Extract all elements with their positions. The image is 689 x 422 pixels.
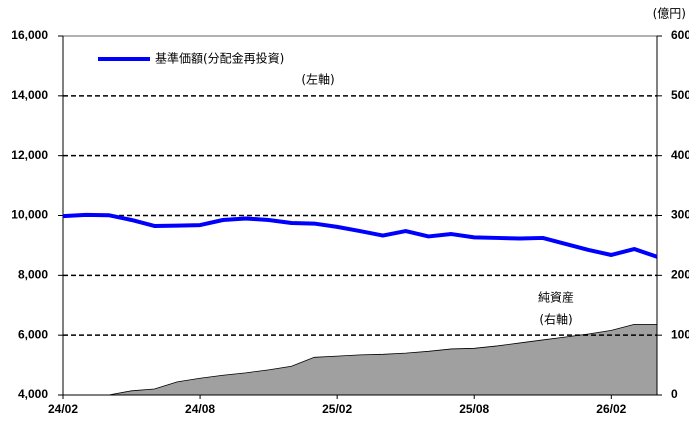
y2-tick-label: 100 [671, 327, 689, 341]
y2-tick-label: 0 [671, 387, 678, 401]
x-tick-label: 25/02 [322, 402, 352, 416]
x-tick-label: 26/02 [596, 402, 626, 416]
area-label: 純資産 [538, 290, 574, 305]
y2-tick-label: 600 [671, 28, 689, 42]
y2-tick-label: 300 [671, 208, 689, 222]
line [62, 212, 658, 259]
x-tick-label: 25/08 [459, 402, 489, 416]
legend-label: 基準価額(分配金再投資) [155, 51, 284, 66]
y-tick-label: 14,000 [11, 88, 48, 102]
area [63, 323, 658, 396]
y-tick-label: 4,000 [18, 387, 48, 401]
x-tick-label: 24/08 [185, 402, 215, 416]
x-tick-label: 24/02 [48, 402, 78, 416]
y-tick-label: 8,000 [18, 268, 48, 282]
y2-tick-label: 200 [671, 268, 689, 282]
y-tick-label: 6,000 [18, 327, 48, 341]
y2-tick-label: 400 [671, 148, 689, 162]
y-tick-label: 16,000 [11, 28, 48, 42]
y2-tick-label: 500 [671, 88, 689, 102]
y-tick-label: 12,000 [11, 148, 48, 162]
y-tick-label: 10,000 [11, 208, 48, 222]
y2-unit: (億円) [653, 7, 686, 21]
legend-note: (左軸) [301, 72, 334, 87]
area-note: (右軸) [539, 312, 572, 327]
